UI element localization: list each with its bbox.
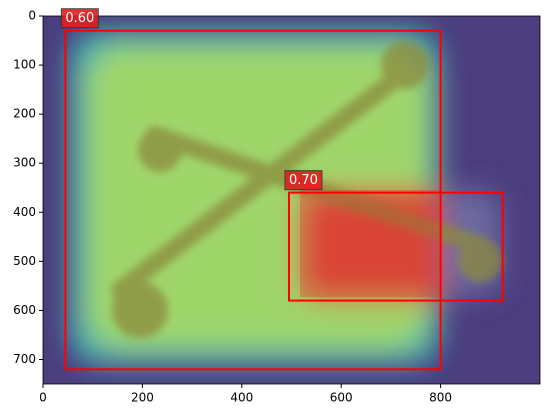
y-tick-label: 600 [13, 303, 36, 317]
score-label: 0.70 [289, 173, 318, 188]
x-tick-label: 200 [131, 391, 154, 405]
y-tick-label: 400 [13, 205, 36, 219]
y-tick-label: 500 [13, 254, 36, 268]
x-tick-label: 0 [39, 391, 47, 405]
image [43, 16, 540, 384]
bounding-box [288, 191, 504, 302]
y-tick-label: 700 [13, 352, 36, 366]
score-label-bg [284, 170, 323, 191]
y-tick-label: 0 [28, 9, 36, 23]
y-tick-label: 100 [13, 58, 36, 72]
score-label: 0.60 [65, 11, 94, 26]
axes-frame [42, 15, 541, 385]
bounding-box [64, 29, 442, 371]
x-tick-label: 400 [230, 391, 253, 405]
x-tick-label: 600 [330, 391, 353, 405]
y-tick-label: 300 [13, 156, 36, 170]
y-tick-label: 200 [13, 107, 36, 121]
x-tick-label: 800 [429, 391, 452, 405]
score-label-bg [60, 8, 99, 29]
